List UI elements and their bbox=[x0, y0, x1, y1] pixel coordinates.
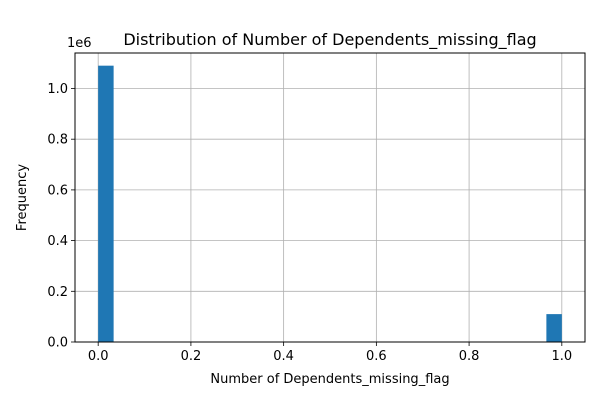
ticks: 0.0 0.2 0.4 0.6 0.8 1.0 0.0 0.2 0.4 0.6 0.8 1.0 bbox=[47, 82, 572, 364]
y-axis-title: Frequency bbox=[15, 164, 30, 231]
histogram-bar bbox=[98, 65, 114, 342]
histogram-bar bbox=[546, 314, 562, 342]
y-tick-label: 0.0 bbox=[47, 336, 68, 351]
x-tick-label: 0.0 bbox=[88, 349, 109, 364]
y-tick-label: 1.0 bbox=[47, 82, 68, 97]
y-tick-label: 0.2 bbox=[47, 285, 68, 300]
x-tick-label: 0.8 bbox=[459, 349, 480, 364]
chart-title: Distribution of Number of Dependents_mis… bbox=[123, 30, 536, 50]
y-tick-label: 0.6 bbox=[47, 183, 68, 198]
y-axis-offset-label: 1e6 bbox=[67, 36, 92, 51]
x-axis-title: Number of Dependents_missing_flag bbox=[210, 372, 449, 387]
plot-frame bbox=[74, 52, 586, 343]
x-tick-label: 1.0 bbox=[551, 349, 572, 364]
x-tick-label: 0.6 bbox=[366, 349, 387, 364]
y-tick-label: 0.8 bbox=[47, 133, 68, 148]
y-tick-label: 0.4 bbox=[47, 234, 68, 249]
x-tick-label: 0.4 bbox=[273, 349, 294, 364]
bars bbox=[98, 65, 562, 342]
x-tick-label: 0.2 bbox=[181, 349, 202, 364]
